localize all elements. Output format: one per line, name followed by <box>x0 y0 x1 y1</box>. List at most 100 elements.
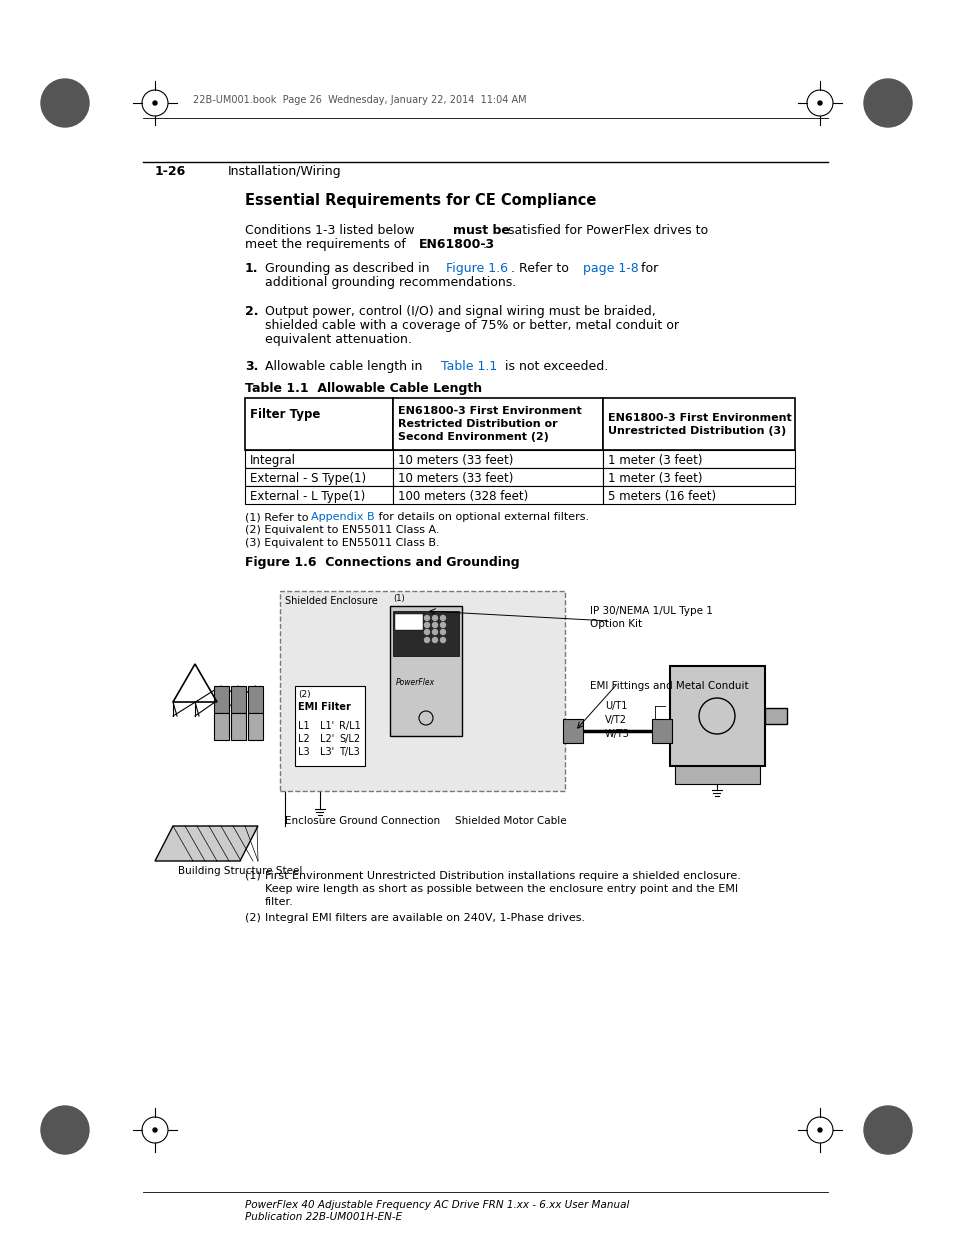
Circle shape <box>432 615 437 620</box>
Bar <box>248 685 263 713</box>
Text: S/L2: S/L2 <box>338 734 359 743</box>
Circle shape <box>432 622 437 627</box>
Text: 1 meter (3 feet): 1 meter (3 feet) <box>607 454 701 467</box>
Bar <box>393 611 458 656</box>
Text: Grounding as described in: Grounding as described in <box>265 262 433 275</box>
Text: 22B-UM001.book  Page 26  Wednesday, January 22, 2014  11:04 AM: 22B-UM001.book Page 26 Wednesday, Januar… <box>193 95 526 105</box>
Bar <box>393 468 602 487</box>
Text: L2': L2' <box>319 734 334 743</box>
Text: Second Environment (2): Second Environment (2) <box>397 432 548 442</box>
Text: (3) Equivalent to EN55011 Class B.: (3) Equivalent to EN55011 Class B. <box>245 538 439 548</box>
Circle shape <box>440 630 445 635</box>
Circle shape <box>424 622 429 627</box>
Bar <box>393 487 602 504</box>
Text: satisfied for PowerFlex drives to: satisfied for PowerFlex drives to <box>503 224 707 237</box>
Polygon shape <box>154 826 257 861</box>
Bar <box>651 719 671 743</box>
Text: (1): (1) <box>393 594 404 603</box>
Text: Essential Requirements for CE Compliance: Essential Requirements for CE Compliance <box>245 193 596 207</box>
Text: External - L Type(1): External - L Type(1) <box>250 490 365 503</box>
Text: Integral EMI filters are available on 240V, 1-Phase drives.: Integral EMI filters are available on 24… <box>265 913 584 923</box>
Text: U/T1: U/T1 <box>604 701 627 711</box>
Text: Output power, control (I/O) and signal wiring must be braided,: Output power, control (I/O) and signal w… <box>265 305 655 317</box>
Bar <box>602 468 794 487</box>
Text: Publication 22B-UM001H-EN-E: Publication 22B-UM001H-EN-E <box>245 1212 402 1221</box>
Text: 2.: 2. <box>245 305 258 317</box>
Text: EN61800-3: EN61800-3 <box>418 238 495 251</box>
Text: External - S Type(1): External - S Type(1) <box>250 472 366 485</box>
Text: L3: L3 <box>297 747 310 757</box>
Bar <box>245 468 393 487</box>
Text: V/T2: V/T2 <box>604 715 626 725</box>
Text: meet the requirements of: meet the requirements of <box>245 238 410 251</box>
Text: EN61800-3 First Environment: EN61800-3 First Environment <box>397 406 581 416</box>
Bar <box>602 398 794 450</box>
Circle shape <box>817 101 821 105</box>
Text: additional grounding recommendations.: additional grounding recommendations. <box>265 275 516 289</box>
Text: IP 30/NEMA 1/UL Type 1: IP 30/NEMA 1/UL Type 1 <box>589 606 712 616</box>
Text: 10 meters (33 feet): 10 meters (33 feet) <box>397 472 513 485</box>
Text: L1: L1 <box>297 721 310 731</box>
Text: Shielded Motor Cable: Shielded Motor Cable <box>455 816 566 826</box>
Circle shape <box>41 79 89 127</box>
Bar <box>675 766 760 784</box>
Circle shape <box>424 630 429 635</box>
Text: 5 meters (16 feet): 5 meters (16 feet) <box>607 490 716 503</box>
Text: is not exceeded.: is not exceeded. <box>500 359 608 373</box>
Bar <box>602 487 794 504</box>
Text: 1.: 1. <box>245 262 258 275</box>
Text: must be: must be <box>453 224 509 237</box>
Text: for: for <box>637 262 658 275</box>
Circle shape <box>440 615 445 620</box>
Text: PowerFlex 40 Adjustable Frequency AC Drive FRN 1.xx - 6.xx User Manual: PowerFlex 40 Adjustable Frequency AC Dri… <box>245 1200 629 1210</box>
Circle shape <box>424 615 429 620</box>
Text: R/L1: R/L1 <box>338 721 360 731</box>
Bar <box>393 398 602 450</box>
Circle shape <box>863 1107 911 1153</box>
Text: Figure 1.6: Figure 1.6 <box>446 262 507 275</box>
Text: .: . <box>482 238 486 251</box>
Circle shape <box>440 637 445 642</box>
Bar <box>602 450 794 468</box>
Circle shape <box>152 101 157 105</box>
Bar <box>245 487 393 504</box>
Text: EN61800-3 First Environment: EN61800-3 First Environment <box>607 412 791 424</box>
Bar <box>245 450 393 468</box>
Bar <box>248 713 263 740</box>
Bar <box>395 614 422 630</box>
Text: W/T3: W/T3 <box>604 729 629 739</box>
Text: Installation/Wiring: Installation/Wiring <box>228 165 341 178</box>
Circle shape <box>440 622 445 627</box>
Text: page 1-8: page 1-8 <box>582 262 639 275</box>
Text: Allowable cable length in: Allowable cable length in <box>265 359 426 373</box>
Text: Keep wire length as short as possible between the enclosure entry point and the : Keep wire length as short as possible be… <box>265 884 738 894</box>
Text: (1) Refer to: (1) Refer to <box>245 513 312 522</box>
Bar <box>231 713 246 740</box>
Text: 100 meters (328 feet): 100 meters (328 feet) <box>397 490 528 503</box>
Text: Filter Type: Filter Type <box>250 408 320 421</box>
Text: (2): (2) <box>297 690 311 699</box>
Circle shape <box>432 637 437 642</box>
Text: 10 meters (33 feet): 10 meters (33 feet) <box>397 454 513 467</box>
Text: PowerFlex: PowerFlex <box>395 678 435 687</box>
Text: Table 1.1: Table 1.1 <box>440 359 497 373</box>
Text: 1-26: 1-26 <box>154 165 186 178</box>
Text: EMI Filter: EMI Filter <box>297 701 351 713</box>
Circle shape <box>152 1128 157 1132</box>
Text: (2) Equivalent to EN55011 Class A.: (2) Equivalent to EN55011 Class A. <box>245 525 439 535</box>
Bar <box>562 719 582 743</box>
Bar <box>764 708 786 724</box>
Bar <box>280 592 564 790</box>
Text: T/L3: T/L3 <box>338 747 359 757</box>
Text: 1 meter (3 feet): 1 meter (3 feet) <box>607 472 701 485</box>
Text: equivalent attenuation.: equivalent attenuation. <box>265 333 412 346</box>
Text: (1): (1) <box>245 871 260 881</box>
Bar <box>669 666 764 766</box>
Text: Restricted Distribution or: Restricted Distribution or <box>397 419 558 429</box>
Text: Building Structure Steel: Building Structure Steel <box>178 866 302 876</box>
Bar <box>245 398 393 450</box>
Text: Integral: Integral <box>250 454 295 467</box>
Text: . Refer to: . Refer to <box>511 262 572 275</box>
Circle shape <box>817 1128 821 1132</box>
Text: Shielded Enclosure: Shielded Enclosure <box>285 597 377 606</box>
